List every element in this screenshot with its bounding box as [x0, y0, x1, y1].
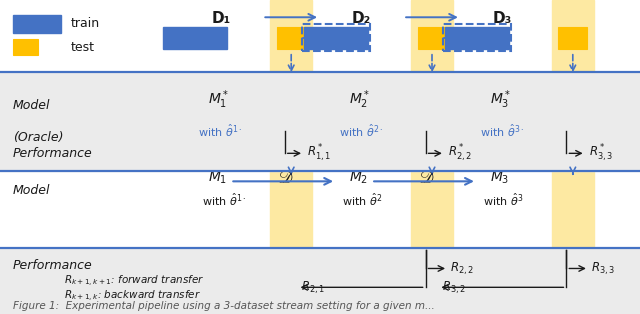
Text: $M_2^*$: $M_2^*$: [349, 89, 370, 111]
Text: $M_2$: $M_2$: [349, 170, 368, 187]
Text: Performance: Performance: [13, 147, 93, 160]
Bar: [0, 72, 640, 171]
Bar: [0, 248, 640, 314]
Text: $M_3^*$: $M_3^*$: [490, 89, 511, 111]
Bar: [13, 15, 61, 33]
Text: $R^*_{2,2}$: $R^*_{2,2}$: [448, 143, 472, 164]
Bar: [445, 27, 509, 49]
Bar: [443, 24, 511, 51]
Bar: [412, 0, 453, 314]
Text: (Oracle): (Oracle): [13, 131, 63, 144]
Text: $\mathscr{D}$: $\mathscr{D}$: [278, 169, 294, 187]
Text: Figure 1:  Experimental pipeline using a 3-dataset stream setting for a given m.: Figure 1: Experimental pipeline using a …: [13, 301, 435, 311]
Bar: [302, 24, 370, 51]
Text: Performance: Performance: [13, 259, 93, 272]
Text: with $\hat{\theta}^{3\cdot}$: with $\hat{\theta}^{3\cdot}$: [480, 123, 524, 139]
Bar: [418, 27, 447, 49]
Text: $R^*_{1,1}$: $R^*_{1,1}$: [307, 143, 332, 164]
Bar: [304, 27, 368, 49]
Text: $M_1^*$: $M_1^*$: [208, 89, 229, 111]
Text: test: test: [70, 41, 95, 54]
Text: D₁: D₁: [211, 11, 230, 26]
Text: $M_1$: $M_1$: [208, 170, 227, 187]
Text: with $\hat{\theta}^{3}$: with $\hat{\theta}^{3}$: [483, 192, 524, 208]
Text: Model: Model: [13, 184, 51, 197]
Bar: [163, 27, 227, 49]
Bar: [13, 39, 38, 55]
Bar: [270, 0, 312, 314]
Text: $\mathscr{D}$: $\mathscr{D}$: [419, 169, 435, 187]
Text: $R^*_{3,3}$: $R^*_{3,3}$: [589, 143, 613, 164]
Text: $R_{3,2}$: $R_{3,2}$: [442, 279, 466, 295]
Text: $R_{2,1}$: $R_{2,1}$: [301, 279, 325, 295]
Text: D₂: D₂: [352, 11, 371, 26]
Bar: [277, 27, 306, 49]
Text: Model: Model: [13, 100, 51, 112]
Text: $R_{2,2}$: $R_{2,2}$: [450, 260, 474, 277]
Text: with $\hat{\theta}^{1\cdot}$: with $\hat{\theta}^{1\cdot}$: [198, 123, 243, 139]
Text: D₃: D₃: [493, 11, 512, 26]
Text: $R_{k+1,k}$: backward transfer: $R_{k+1,k}$: backward transfer: [64, 289, 201, 304]
Text: $R_{k+1,k+1}$: forward transfer: $R_{k+1,k+1}$: forward transfer: [64, 273, 204, 289]
Text: with $\hat{\theta}^{1\cdot}$: with $\hat{\theta}^{1\cdot}$: [202, 192, 246, 208]
Bar: [559, 27, 588, 49]
Bar: [552, 0, 593, 314]
Text: $R_{3,3}$: $R_{3,3}$: [591, 260, 615, 277]
Text: train: train: [70, 17, 100, 30]
Text: with $\hat{\theta}^{2\cdot}$: with $\hat{\theta}^{2\cdot}$: [339, 123, 383, 139]
Text: $M_3$: $M_3$: [490, 170, 509, 187]
Text: with $\hat{\theta}^{2}$: with $\hat{\theta}^{2}$: [342, 192, 383, 208]
